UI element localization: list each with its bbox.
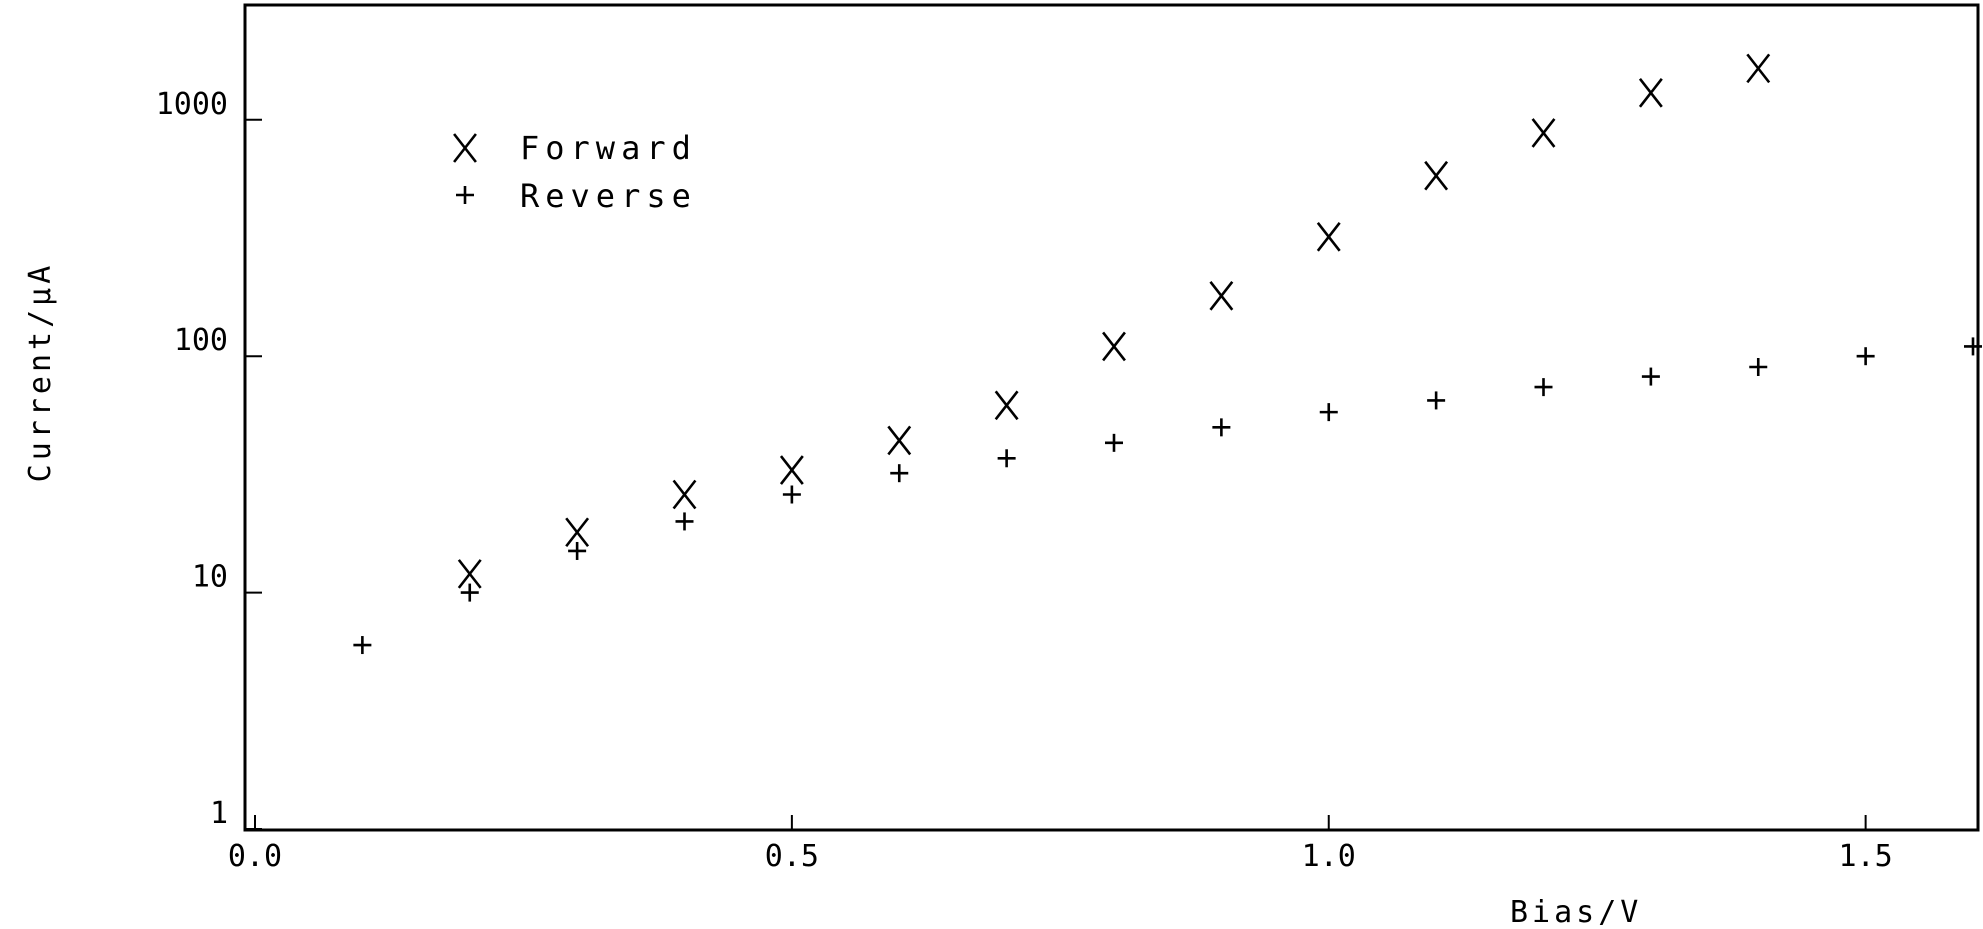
reverse-point [675,512,694,531]
reverse-point [1319,403,1338,422]
legend-label-reverse: Reverse [520,177,697,215]
forward-point [1102,331,1126,362]
tick-group: 0.0 0.5 1.0 1.5 1 10 100 1000 [156,87,1893,874]
forward-point [1531,118,1556,148]
reverse-point [1749,358,1768,377]
legend-x-marker [453,133,477,163]
legend-plus-marker [456,186,474,204]
reverse-point [1212,418,1231,437]
forward-point [1209,281,1234,311]
forward-point [887,425,912,456]
reverse-point [1964,337,1982,356]
forward-point [1424,160,1449,191]
reverse-point [460,583,479,602]
forward-point [994,390,1019,421]
reverse-point [890,464,909,483]
reverse-point [1105,433,1123,452]
reverse-point [782,485,801,504]
plot-frame [243,3,1980,832]
legend-reverse-marker [456,186,474,204]
x-axis-title: Bias/V [1510,895,1642,929]
x-tick-label: 1.5 [1839,839,1893,874]
marks-group [353,53,1982,655]
forward-point [1316,221,1341,252]
y-tick-label: 1 [210,796,228,831]
reverse-point [568,541,587,560]
forward-point [779,455,804,485]
x-tick-label: 1.0 [1302,839,1356,874]
reverse-point [1641,367,1660,386]
y-tick-label: 100 [174,323,228,358]
y-tick-label: 10 [192,560,228,595]
reverse-point [1427,391,1446,410]
reverse-point [1856,347,1875,366]
x-tick-label: 0.0 [228,839,282,874]
reverse-point [1534,378,1553,397]
legend: Forward Reverse [453,129,697,215]
y-tick-label: 1000 [156,87,228,122]
forward-point [672,479,697,510]
legend-forward-marker [453,133,477,163]
reverse-point [353,636,372,655]
y-axis-title: Current/µA [23,262,58,483]
forward-point [1746,53,1771,84]
forward-point [457,559,482,589]
forward-point [565,517,590,548]
forward-point [1638,78,1663,108]
legend-label-forward: Forward [520,129,697,167]
x-tick-label: 0.5 [765,839,819,874]
reverse-point [997,449,1016,468]
